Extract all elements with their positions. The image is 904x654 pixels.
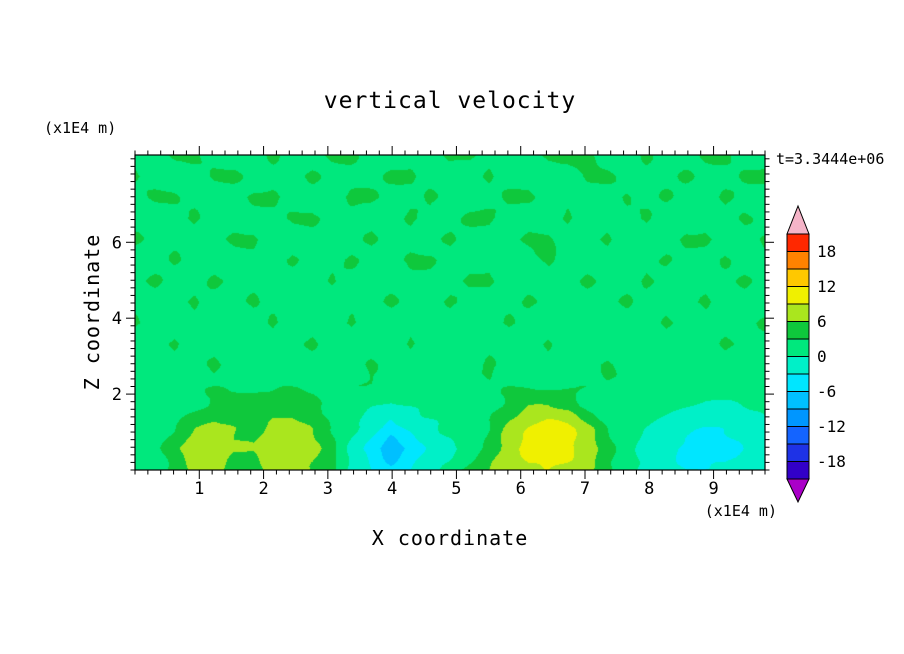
x-tick-label: 7 [580,479,590,499]
z-axis-label: Z coordinate [80,233,104,391]
colorbar-box [786,303,810,322]
colorbar-box [786,338,810,357]
z-tick-label: 6 [112,233,122,253]
colorbar-label: -6 [817,382,836,401]
time-label: t=3.3444e+06 [776,150,885,168]
colorbar-label: 18 [817,242,836,261]
colorbar-arrow-top [786,204,810,235]
colorbar-box [786,286,810,305]
x-axis-label: X coordinate [371,526,529,550]
z-axis-unit-label: (x1E4 m) [44,119,117,137]
x-tick-label: 3 [323,479,333,499]
colorbar-label: 6 [817,312,827,331]
colorbar-box [786,373,810,392]
colorbar-label: 0 [817,347,827,366]
colorbar-box [786,461,810,480]
colorbar-box [786,443,810,462]
x-tick-label: 1 [194,479,204,499]
colorbar-box [786,408,810,427]
colorbar-box [786,426,810,445]
x-tick-label: 9 [708,479,718,499]
x-tick-label: 6 [516,479,526,499]
colorbar-arrow-bottom [786,478,810,504]
x-tick-label: 8 [644,479,654,499]
x-tick-label: 5 [451,479,461,499]
colorbar-label: -18 [817,452,846,471]
x-tick-label: 4 [387,479,397,499]
x-tick-label: 2 [258,479,268,499]
colorbar-box [786,251,810,270]
contour-field-canvas [135,155,765,470]
colorbar-label: 12 [817,277,836,296]
colorbar-box [786,356,810,375]
colorbar-label: -12 [817,417,846,436]
x-axis-unit-label: (x1E4 m) [704,502,777,520]
colorbar-box [786,321,810,340]
colorbar-box [786,391,810,410]
chart-title: vertical velocity [323,88,577,114]
colorbar-box [786,233,810,252]
z-tick-label: 2 [112,385,122,405]
z-tick-label: 4 [112,309,122,329]
colorbar-box [786,268,810,287]
